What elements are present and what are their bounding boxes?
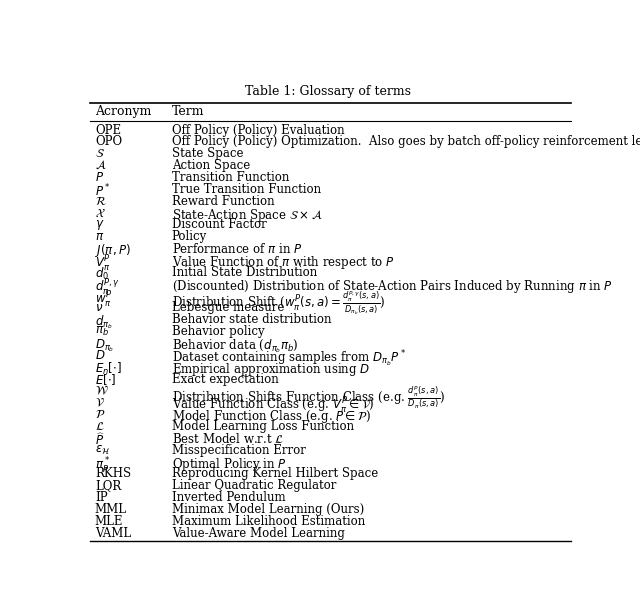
- Text: $d_\pi^{P,\gamma}$: $d_\pi^{P,\gamma}$: [95, 278, 120, 298]
- Text: RKHS: RKHS: [95, 467, 131, 481]
- Text: Model Learning Loss Function: Model Learning Loss Function: [172, 420, 354, 433]
- Text: $J(\pi, P)$: $J(\pi, P)$: [95, 242, 131, 259]
- Text: Lebesgue measure: Lebesgue measure: [172, 302, 284, 314]
- Text: Value-Aware Model Learning: Value-Aware Model Learning: [172, 527, 344, 539]
- Text: $V_\pi^P$: $V_\pi^P$: [95, 254, 111, 274]
- Text: Behavior policy: Behavior policy: [172, 325, 264, 338]
- Text: Reward Function: Reward Function: [172, 195, 275, 208]
- Text: Optimal Policy in $P$: Optimal Policy in $P$: [172, 455, 287, 473]
- Text: Policy: Policy: [172, 230, 207, 243]
- Text: Misspecification Error: Misspecification Error: [172, 444, 306, 457]
- Text: $\mathcal{A}$: $\mathcal{A}$: [95, 159, 106, 172]
- Text: Acronym: Acronym: [95, 105, 151, 118]
- Text: IP: IP: [95, 491, 108, 504]
- Text: State-Action Space $\mathcal{S} \times \mathcal{A}$: State-Action Space $\mathcal{S} \times \…: [172, 207, 323, 224]
- Text: $\mathcal{S}$: $\mathcal{S}$: [95, 147, 105, 161]
- Text: VAML: VAML: [95, 527, 131, 539]
- Text: $\mathcal{X}$: $\mathcal{X}$: [95, 207, 106, 219]
- Text: True Transition Function: True Transition Function: [172, 183, 321, 196]
- Text: $d_0$: $d_0$: [95, 266, 109, 282]
- Text: Behavior state distribution: Behavior state distribution: [172, 313, 332, 326]
- Text: Distribution Shifts Function Class (e.g. $\frac{d_\pi^P(s,a)}{D_\pi(s,a)}$): Distribution Shifts Function Class (e.g.…: [172, 384, 445, 411]
- Text: $\mathcal{L}$: $\mathcal{L}$: [95, 420, 104, 433]
- Text: OPO: OPO: [95, 135, 122, 148]
- Text: $E_n[\cdot]$: $E_n[\cdot]$: [95, 360, 122, 377]
- Text: $\pi_P^*$: $\pi_P^*$: [95, 455, 110, 476]
- Text: $\mathcal{R}$: $\mathcal{R}$: [95, 195, 106, 208]
- Text: Term: Term: [172, 105, 204, 118]
- Text: OPE: OPE: [95, 124, 121, 137]
- Text: $E[\cdot]$: $E[\cdot]$: [95, 373, 116, 387]
- Text: Value Function of $\pi$ with respect to $P$: Value Function of $\pi$ with respect to …: [172, 254, 395, 271]
- Text: Discount Factor: Discount Factor: [172, 218, 266, 232]
- Text: $P$: $P$: [95, 171, 104, 184]
- Text: $D_{\pi_b}$: $D_{\pi_b}$: [95, 337, 115, 354]
- Text: $\pi_b$: $\pi_b$: [95, 325, 109, 338]
- Text: $P^*$: $P^*$: [95, 183, 110, 199]
- Text: Minimax Model Learning (Ours): Minimax Model Learning (Ours): [172, 503, 364, 516]
- Text: $\nu$: $\nu$: [95, 302, 103, 314]
- Text: Off Policy (Policy) Evaluation: Off Policy (Policy) Evaluation: [172, 124, 344, 137]
- Text: Initial State Distribution: Initial State Distribution: [172, 266, 317, 279]
- Text: Dataset containing samples from $D_{\pi_b}P^*$: Dataset containing samples from $D_{\pi_…: [172, 349, 406, 369]
- Text: Value Function Class (e.g. $V_\pi^P \in \mathcal{V}$): Value Function Class (e.g. $V_\pi^P \in …: [172, 396, 374, 416]
- Text: $\widehat{P}$: $\widehat{P}$: [95, 432, 105, 447]
- Text: $\gamma$: $\gamma$: [95, 218, 104, 232]
- Text: $D$: $D$: [95, 349, 106, 362]
- Text: Best Model w.r.t $\mathcal{L}$: Best Model w.r.t $\mathcal{L}$: [172, 432, 284, 446]
- Text: Action Space: Action Space: [172, 159, 250, 172]
- Text: Reproducing Kernel Hilbert Space: Reproducing Kernel Hilbert Space: [172, 467, 378, 481]
- Text: (Discounted) Distribution of State-Action Pairs Induced by Running $\pi$ in $P$: (Discounted) Distribution of State-Actio…: [172, 278, 612, 295]
- Text: State Space: State Space: [172, 147, 243, 161]
- Text: $\mathcal{V}$: $\mathcal{V}$: [95, 396, 105, 409]
- Text: Maximum Likelihood Estimation: Maximum Likelihood Estimation: [172, 515, 365, 528]
- Text: Behavior data ($d_{\pi_b}\pi_b$): Behavior data ($d_{\pi_b}\pi_b$): [172, 337, 298, 354]
- Text: MML: MML: [95, 503, 127, 516]
- Text: Exact expectation: Exact expectation: [172, 373, 278, 386]
- Text: Performance of $\pi$ in $P$: Performance of $\pi$ in $P$: [172, 242, 302, 256]
- Text: Inverted Pendulum: Inverted Pendulum: [172, 491, 285, 504]
- Text: Model Function Class (e.g. $P \in \mathcal{P}$): Model Function Class (e.g. $P \in \mathc…: [172, 408, 371, 425]
- Text: Linear Quadratic Regulator: Linear Quadratic Regulator: [172, 479, 336, 492]
- Text: $\mathcal{P}$: $\mathcal{P}$: [95, 408, 105, 421]
- Text: $\pi$: $\pi$: [95, 230, 104, 243]
- Text: $\mathcal{W}$: $\mathcal{W}$: [95, 384, 109, 397]
- Text: Empirical approximation using $D$: Empirical approximation using $D$: [172, 360, 370, 378]
- Text: $w_\pi^P$: $w_\pi^P$: [95, 289, 112, 310]
- Text: Transition Function: Transition Function: [172, 171, 289, 184]
- Text: $\epsilon_\mathcal{H}$: $\epsilon_\mathcal{H}$: [95, 444, 110, 457]
- Text: Off Policy (Policy) Optimization.  Also goes by batch off-policy reinforcement l: Off Policy (Policy) Optimization. Also g…: [172, 135, 640, 148]
- Text: MLE: MLE: [95, 515, 124, 528]
- Text: LQR: LQR: [95, 479, 121, 492]
- Text: Table 1: Glossary of terms: Table 1: Glossary of terms: [245, 85, 411, 98]
- Text: $d_{\pi_b}$: $d_{\pi_b}$: [95, 313, 113, 331]
- Text: Distribution Shift ($w_\pi^P(s,a) = \frac{d_\pi^{P,\gamma}(s,a)}{D_{\pi_b}(s,a)}: Distribution Shift ($w_\pi^P(s,a) = \fra…: [172, 289, 385, 317]
